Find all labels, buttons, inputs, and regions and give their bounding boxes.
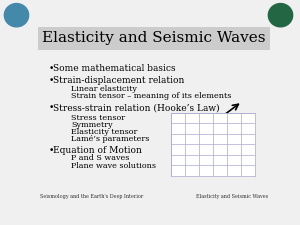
- Text: Linear elasticity: Linear elasticity: [71, 85, 137, 92]
- FancyBboxPatch shape: [38, 27, 270, 50]
- Text: Stress tensor: Stress tensor: [71, 114, 125, 122]
- Text: Elasticity tensor: Elasticity tensor: [71, 128, 138, 136]
- Text: P and S waves: P and S waves: [71, 154, 130, 162]
- Text: Some mathematical basics: Some mathematical basics: [52, 64, 175, 73]
- Text: Strain tensor – meaning of its elements: Strain tensor – meaning of its elements: [71, 92, 232, 100]
- Text: Lamé’s parameters: Lamé’s parameters: [71, 135, 150, 143]
- Text: Elasticity and Seismic Waves: Elasticity and Seismic Waves: [42, 31, 266, 45]
- Text: Stress-strain relation (Hooke’s Law): Stress-strain relation (Hooke’s Law): [52, 103, 219, 112]
- Text: •: •: [49, 76, 55, 85]
- Text: Symmetry: Symmetry: [71, 121, 113, 129]
- Circle shape: [268, 4, 293, 27]
- Text: Plane wave solutions: Plane wave solutions: [71, 162, 156, 170]
- Text: •: •: [49, 146, 55, 155]
- Text: Strain-displacement relation: Strain-displacement relation: [52, 76, 184, 85]
- Text: •: •: [49, 64, 55, 73]
- Circle shape: [4, 4, 29, 27]
- Text: Elasticity and Seismic Waves: Elasticity and Seismic Waves: [196, 194, 268, 199]
- Text: Equation of Motion: Equation of Motion: [52, 146, 142, 155]
- Text: •: •: [49, 103, 55, 112]
- Text: Seismology and the Earth's Deep Interior: Seismology and the Earth's Deep Interior: [40, 194, 143, 199]
